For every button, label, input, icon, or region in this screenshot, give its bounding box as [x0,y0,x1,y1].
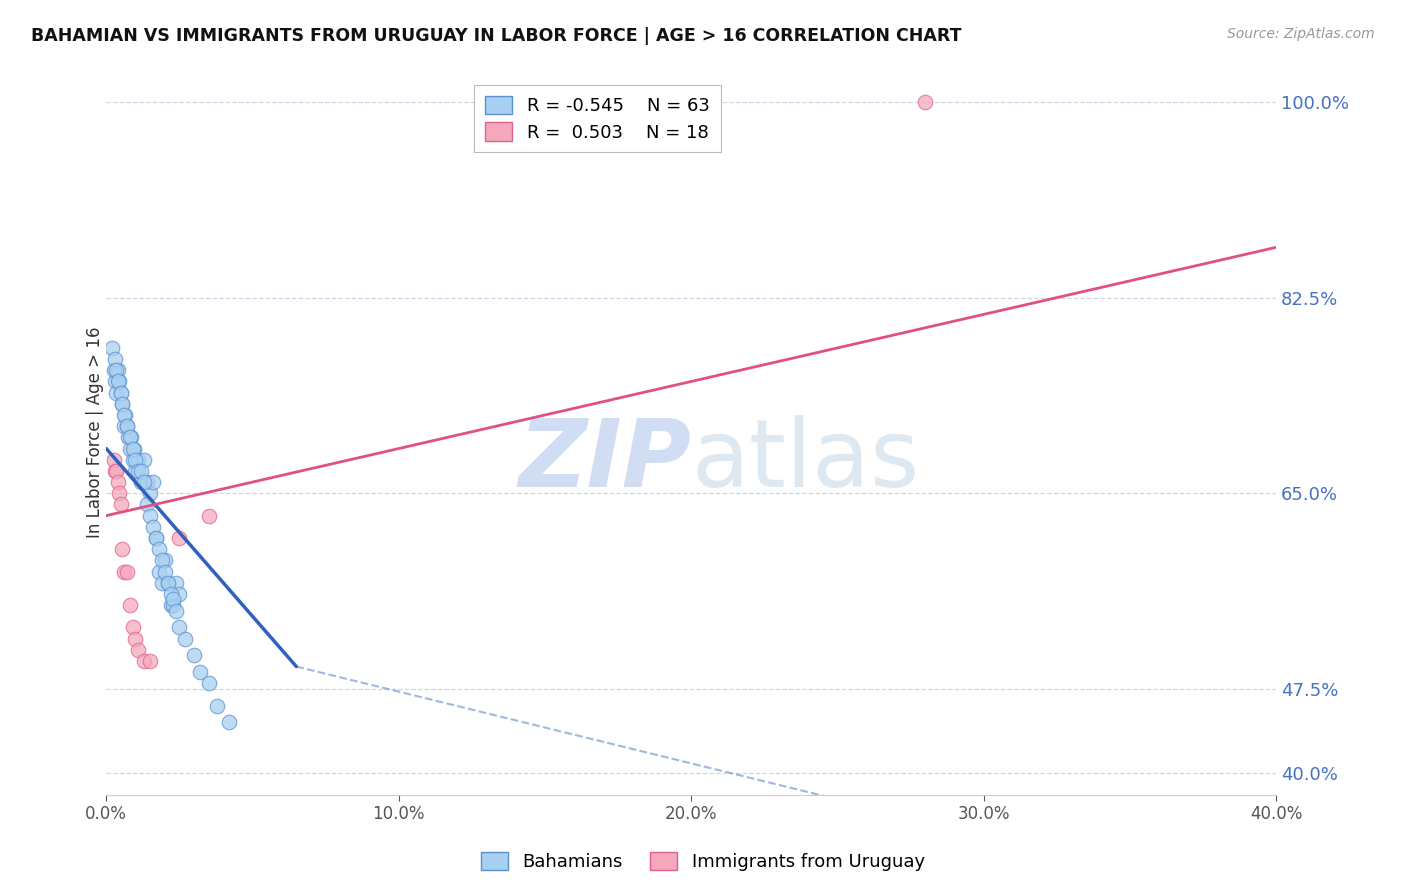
Point [127,642,149,657]
Point [110,498,132,512]
Point [112,419,135,434]
Point [111,542,134,557]
Point [103,452,125,467]
Point [111,397,134,411]
Point [153,553,176,567]
Point [108,375,131,389]
Point [121,452,143,467]
Point [207,698,229,713]
Point [134,452,156,467]
Point [121,620,143,634]
Point [112,408,135,422]
Point [165,604,187,618]
Point [148,565,170,579]
Point [169,531,191,545]
Point [111,397,134,411]
Point [145,531,167,545]
Point [136,498,159,512]
Point [105,385,128,400]
Point [117,430,139,444]
Point [124,632,146,646]
Point [197,676,219,690]
Point [115,419,138,434]
Point [104,464,127,478]
Point [120,430,142,444]
Point [110,385,132,400]
Point [139,654,162,668]
Point [122,442,145,456]
Legend: R = -0.545    N = 63, R =  0.503    N = 18: R = -0.545 N = 63, R = 0.503 N = 18 [474,85,720,153]
Point [134,654,156,668]
Point [107,363,129,377]
Point [159,587,181,601]
Legend: Bahamians, Immigrants from Uruguay: Bahamians, Immigrants from Uruguay [474,845,932,879]
Point [218,715,240,730]
Point [139,508,162,523]
Point [121,442,143,456]
Point [162,598,184,612]
Text: atlas: atlas [692,415,920,507]
Point [134,475,156,489]
Point [118,430,141,444]
Point [104,375,127,389]
Point [159,598,181,612]
Point [115,565,138,579]
Point [115,419,138,434]
Point [118,598,141,612]
Point [127,452,149,467]
Point [145,531,167,545]
Point [169,620,191,634]
Point [104,352,127,367]
Point [124,452,146,467]
Point [197,508,219,523]
Point [148,542,170,557]
Point [108,486,131,500]
Point [150,553,173,567]
Point [107,475,129,489]
Point [142,475,165,489]
Point [105,363,128,377]
Text: ZIP: ZIP [519,415,692,507]
Point [107,375,129,389]
Point [114,408,136,422]
Point [139,486,162,500]
Point [156,575,179,590]
Point [127,464,149,478]
Point [169,587,191,601]
Point [914,95,936,109]
Point [188,665,211,679]
Point [118,442,141,456]
Point [174,632,197,646]
Point [162,592,184,607]
Point [165,575,187,590]
Text: Source: ZipAtlas.com: Source: ZipAtlas.com [1227,27,1375,41]
Point [183,648,205,663]
Point [112,565,135,579]
Y-axis label: In Labor Force | Age > 16: In Labor Force | Age > 16 [86,326,104,538]
Point [150,575,173,590]
Point [136,475,159,489]
Point [153,565,176,579]
Point [131,464,153,478]
Point [103,363,125,377]
Point [124,464,146,478]
Point [105,464,128,478]
Point [101,341,124,355]
Point [156,575,179,590]
Point [142,520,165,534]
Point [131,475,153,489]
Text: BAHAMIAN VS IMMIGRANTS FROM URUGUAY IN LABOR FORCE | AGE > 16 CORRELATION CHART: BAHAMIAN VS IMMIGRANTS FROM URUGUAY IN L… [31,27,962,45]
Point [110,385,132,400]
